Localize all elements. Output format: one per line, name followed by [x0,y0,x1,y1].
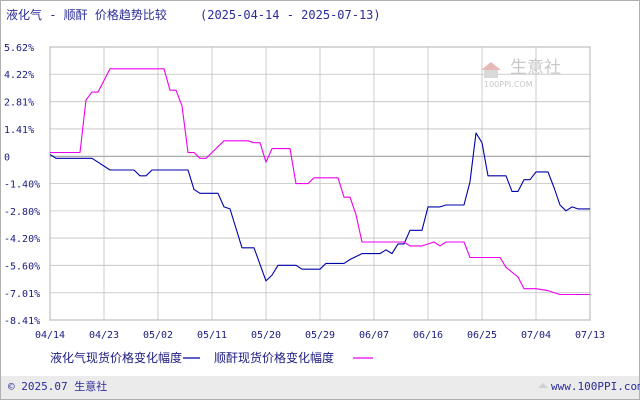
footer-copyright: © 2025.07 生意社 [8,379,107,393]
x-tick-label: 07/04 [521,330,551,341]
chart-title: 液化气 - 顺酐 价格趋势比较 [6,7,167,22]
x-tick-label: 07/13 [575,330,605,341]
footer-bar [1,376,639,399]
x-tick-label: 05/29 [305,330,335,341]
series-lines [49,68,590,296]
y-tick-label: -8.41% [4,316,40,327]
x-tick-label: 06/25 [467,330,497,341]
y-tick-label: 1.41% [4,125,34,136]
grid-lines [49,46,591,321]
series-line-lpg [49,132,590,282]
watermark: 生意社 100PPI.COM [481,58,561,89]
footer-url[interactable]: www.100PPI.com [551,380,640,393]
y-tick-label: 4.22% [4,70,34,81]
x-tick-label: 06/07 [359,330,389,341]
x-tick-label: 05/20 [251,330,281,341]
y-tick-label: -2.80% [4,207,40,218]
x-tick-label: 04/14 [35,330,65,341]
y-tick-label: -4.20% [4,234,40,245]
x-tick-label: 05/11 [197,330,227,341]
series-line-maleic-anhydride [50,68,590,296]
watermark-brand: 生意社 [510,58,561,78]
legend: 液化气现货价格变化幅度 顺酐现货价格变化幅度 [50,350,373,365]
y-tick-label: 2.81% [4,98,34,109]
x-tick-label: 05/02 [143,330,173,341]
y-tick-label: -1.40% [4,180,40,191]
y-axis-ticks: 5.62% 4.22% 2.81% 1.41% 0 -1.40% -2.80% -4.20% -… [4,43,40,327]
y-tick-label: 0 [4,152,10,163]
y-tick-label: 5.62% [4,43,34,54]
x-axis-ticks: 04/14 04/23 05/02 05/11 05/20 05/29 06/07 06/16… [35,330,605,341]
x-tick-label: 06/16 [413,330,443,341]
watermark-logo-icon [481,62,501,78]
chart-date-range: (2025-04-14 - 2025-07-13) [200,8,381,22]
legend-label-maleic: 顺酐现货价格变化幅度 [214,350,334,365]
x-tick-label: 04/23 [89,330,119,341]
y-tick-label: -7.01% [4,289,40,300]
watermark-site: 100PPI.COM [484,80,533,89]
footer-logo-icon [538,383,548,388]
legend-label-lpg: 液化气现货价格变化幅度 [50,350,182,365]
y-tick-label: -5.60% [4,261,40,272]
